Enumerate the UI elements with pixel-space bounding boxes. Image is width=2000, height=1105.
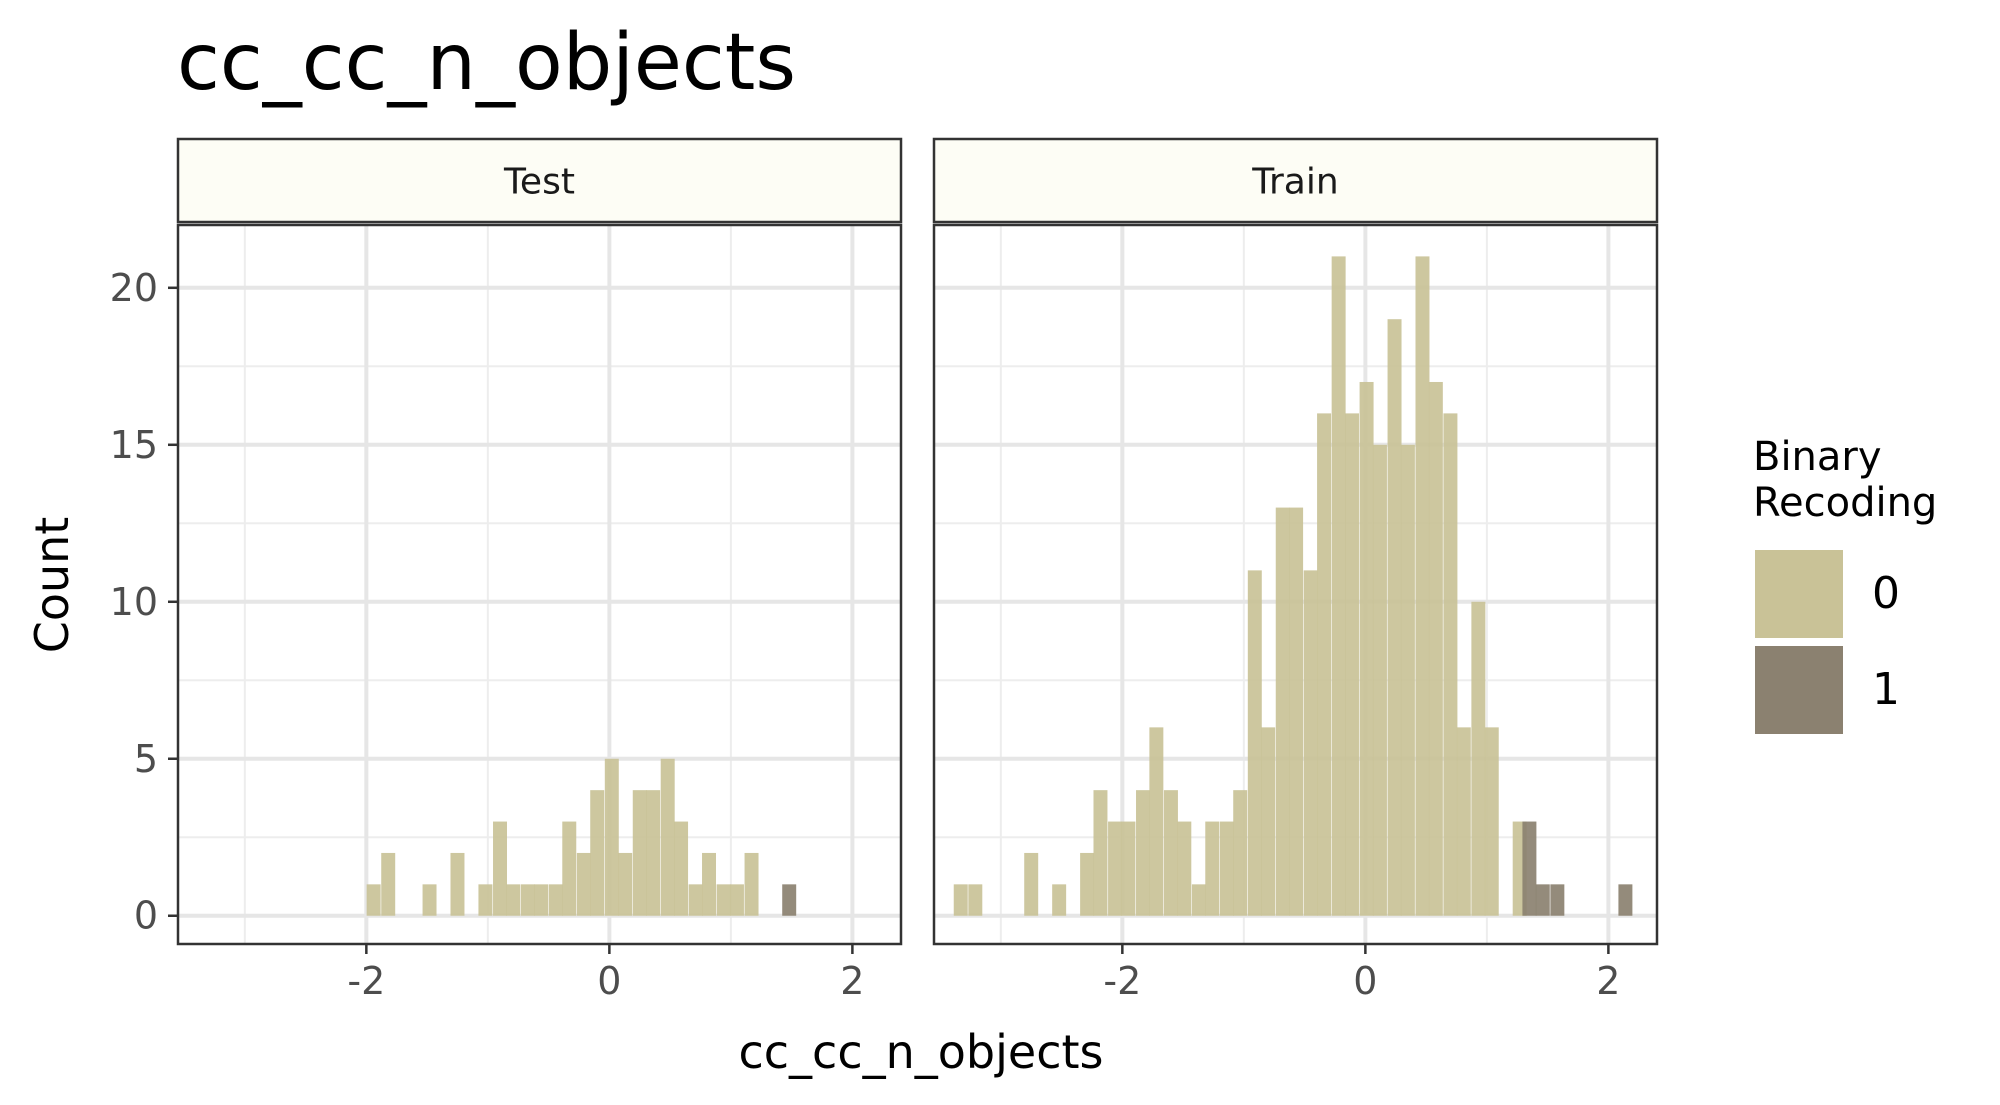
legend-swatch-0 [1755, 550, 1843, 638]
histogram-bar [1387, 319, 1402, 916]
histogram-bar [1415, 256, 1430, 916]
legend-label-0: 0 [1872, 568, 1900, 619]
chart-title: cc_cc_n_objects [177, 18, 796, 108]
y-tick-label: 20 [110, 266, 158, 310]
histogram-bar [1471, 601, 1486, 916]
legend-title-line1: Binary [1753, 434, 1882, 480]
histogram-bar [1191, 884, 1206, 916]
histogram-bar [520, 884, 535, 916]
histogram-bar [1205, 821, 1220, 916]
y-tick-label: 0 [134, 894, 158, 938]
histogram-bar [534, 884, 549, 916]
x-tick-label: 0 [1353, 959, 1377, 1003]
histogram-bar [366, 884, 381, 916]
y-tick-label: 15 [110, 423, 158, 467]
legend-swatch-1 [1755, 646, 1843, 734]
histogram-bar [1149, 727, 1164, 916]
histogram-bar [1163, 790, 1178, 916]
panel-border [176, 223, 903, 946]
histogram-bar [1024, 852, 1039, 916]
histogram-bar [674, 821, 689, 916]
histogram-bar [381, 852, 396, 916]
x-tick-label: 0 [597, 959, 621, 1003]
histogram-bar [1177, 821, 1192, 916]
legend-title-line2: Recoding [1753, 480, 1937, 526]
facet-panel-train: Train -2 0 2 [932, 137, 1659, 1003]
facet-strip [932, 137, 1659, 224]
histogram-bar [562, 821, 577, 916]
histogram-bar [716, 884, 731, 916]
histogram-bar [1303, 570, 1318, 916]
y-tick-label: 10 [110, 580, 158, 624]
panel-background [178, 225, 901, 944]
legend-label-1: 1 [1872, 664, 1900, 715]
histogram-bar [1275, 507, 1290, 916]
histogram-bar [604, 758, 619, 916]
histogram-bar [493, 821, 507, 916]
histogram-bar [1219, 821, 1234, 916]
histogram-bar [702, 852, 716, 916]
histogram-bar [1108, 821, 1123, 916]
histogram-bar [1247, 570, 1262, 916]
histogram-bar [688, 884, 703, 916]
histogram-bar [1233, 790, 1248, 916]
x-tick-label: 2 [1596, 959, 1620, 1003]
x-tick-label: 2 [840, 959, 864, 1003]
histogram-bar [1618, 884, 1633, 916]
histogram-bar [660, 758, 675, 916]
histogram-bar [1121, 821, 1136, 916]
legend: Binary Recoding 01 [1753, 434, 1937, 734]
histogram-bar [576, 852, 591, 916]
histogram-bar [729, 884, 744, 916]
histogram-bar [632, 790, 647, 916]
histogram-bar [590, 790, 605, 916]
histogram-bar [1080, 852, 1095, 916]
histogram-bar [1400, 444, 1415, 916]
histogram-bar [744, 852, 759, 916]
histogram-bar [1456, 727, 1471, 916]
histogram-bar [450, 852, 465, 916]
histogram-bar [1443, 413, 1458, 916]
histogram-bar [1331, 256, 1346, 916]
y-axis-title: Count [25, 517, 79, 654]
histogram-bar [422, 884, 437, 916]
histogram-bar [782, 884, 797, 916]
facet-strip [176, 137, 903, 224]
histogram-bar [1484, 727, 1499, 916]
histogram-bar [1372, 444, 1387, 916]
histogram-bar [1093, 790, 1108, 916]
histogram-bar [968, 884, 983, 916]
histogram-bar [1359, 381, 1374, 916]
histogram-bar [1261, 727, 1276, 916]
legend-entries: 01 [1755, 550, 1900, 734]
histogram-bar [1535, 884, 1550, 916]
histogram-bar [1136, 790, 1150, 916]
histogram-bar [1522, 821, 1537, 916]
histogram-bar [646, 790, 661, 916]
y-tick-label: 5 [134, 737, 158, 781]
histogram-bar [618, 852, 633, 916]
histogram-bar [1289, 507, 1304, 916]
histogram-bar [1052, 884, 1067, 916]
x-tick-label: -2 [347, 959, 385, 1003]
x-axis-title: cc_cc_n_objects [738, 1025, 1103, 1079]
facet-strip-label: Test [503, 162, 575, 203]
histogram-bar [1428, 381, 1443, 916]
histogram-bar [548, 884, 563, 916]
panel-border [932, 223, 1659, 946]
histogram-bar [478, 884, 493, 916]
x-tick-label: -2 [1103, 959, 1141, 1003]
histogram-bar [1345, 413, 1359, 916]
histogram-bar [1550, 884, 1565, 916]
histogram-bar [953, 884, 968, 916]
histogram-bar [1317, 413, 1332, 916]
facet-strip-label: Train [1251, 162, 1338, 203]
histogram-bar [506, 884, 521, 916]
